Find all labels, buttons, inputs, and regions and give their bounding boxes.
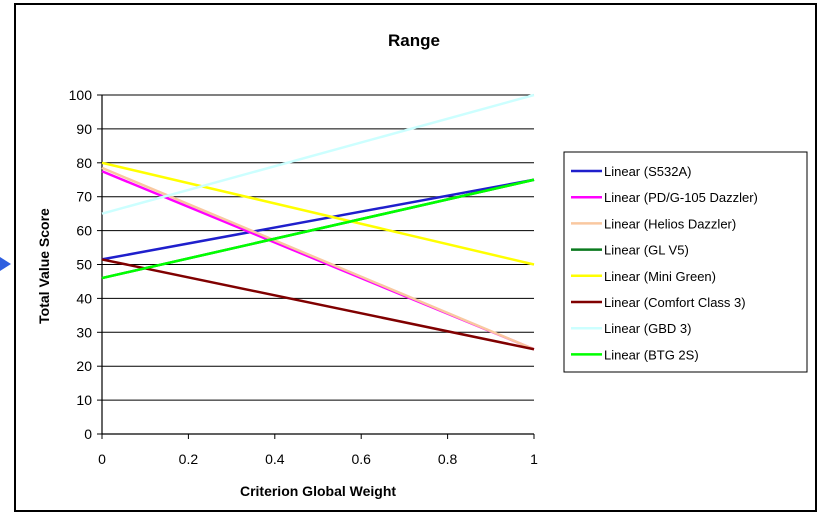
series-line-3[interactable] [101,166,535,351]
x-axis-title: Criterion Global Weight [240,483,396,499]
y-axis: 0 10 20 30 40 50 60 70 80 90 100 [69,87,102,442]
y-tick-label: 50 [76,257,92,273]
y-tick-label: 0 [84,426,92,442]
y-tick-label: 90 [76,121,92,137]
legend[interactable]: Linear (S532A) Linear (PD/G-105 Dazzler) L… [563,151,808,373]
y-tick-label: 80 [76,155,92,171]
chart-title: Range [388,31,440,50]
gridlines [102,94,534,401]
x-axis: 0 0.2 0.4 0.6 0.8 1 [98,434,538,467]
series-line-6[interactable] [101,258,535,351]
y-tick-label: 70 [76,189,92,205]
x-tick-label: 1 [530,451,538,467]
series-line-7[interactable] [101,93,535,215]
legend-label: Linear (S532A) [604,164,691,179]
y-tick-label: 30 [76,324,92,340]
legend-label: Linear (BTG 2S) [604,347,699,362]
legend-box [563,151,808,373]
legend-label: Linear (Mini Green) [604,269,716,284]
series-line-8[interactable] [101,178,535,280]
x-tick-label: 0.2 [179,451,199,467]
y-tick-label: 40 [76,290,92,306]
legend-label: Linear (Comfort Class 3) [604,295,746,310]
series-lines [101,93,535,351]
legend-label: Linear (PD/G-105 Dazzler) [604,190,758,205]
x-tick-label: 0.8 [438,451,458,467]
y-tick-label: 60 [76,223,92,239]
legend-label: Linear (GL V5) [604,243,689,258]
y-tick-label: 20 [76,358,92,374]
series-line-1[interactable] [101,178,535,261]
x-tick-label: 0.4 [265,451,285,467]
legend-label: Linear (Helios Dazzler) [604,216,736,231]
y-axis-title: Total Value Score [36,208,52,324]
y-tick-label: 100 [69,87,93,103]
x-tick-label: 0.6 [351,451,371,467]
legend-label: Linear (GBD 3) [604,321,691,336]
series-line-5[interactable] [101,161,535,266]
x-tick-label: 0 [98,451,106,467]
selection-marker-arrow [0,257,11,271]
y-tick-label: 10 [76,392,92,408]
